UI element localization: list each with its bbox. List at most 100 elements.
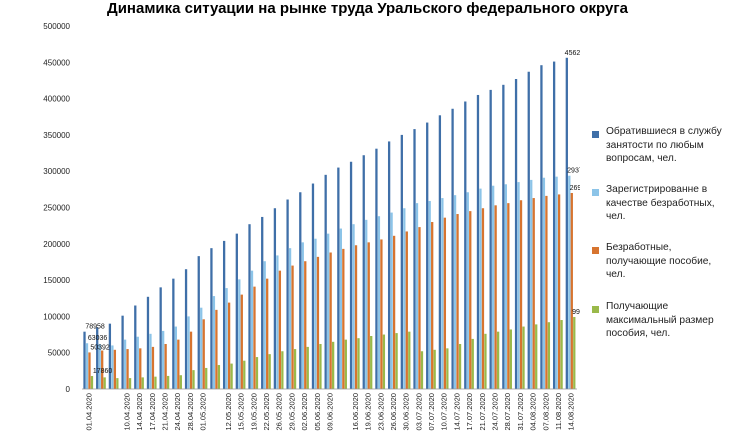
bar-series-0: [502, 84, 505, 389]
bar-series-2: [215, 309, 218, 389]
bar-series-2: [139, 348, 142, 389]
y-tick-label: 200000: [43, 240, 70, 249]
bar-series-1: [212, 296, 216, 389]
bar-series-2: [469, 211, 472, 389]
x-tick-label: 11.08.2020: [554, 393, 563, 430]
x-tick-label: 07.07.2020: [427, 393, 436, 431]
x-tick-label: 28.07.2020: [503, 393, 512, 431]
legend-label-benefit: Безработные, получающие пособие, чел.: [606, 242, 712, 280]
bar-series-3: [217, 365, 221, 389]
data-label: 17860: [93, 368, 113, 375]
bar-series-3: [484, 333, 487, 389]
bar-series-0: [552, 61, 556, 389]
bar-series-2: [557, 194, 561, 389]
x-tick-label: 01.04.2020: [84, 393, 93, 431]
bar-series-0: [172, 278, 175, 389]
bar-series-2: [367, 242, 370, 389]
x-tick-label: 07.08.2020: [541, 393, 550, 431]
bar-series-1: [263, 261, 266, 389]
y-axis-labels: 0 50000 100000 150000 200000 250000 300000 3500…: [43, 22, 70, 394]
bar-series-0: [108, 323, 112, 389]
bar-series-1: [530, 179, 533, 389]
bar-series-0: [286, 199, 289, 389]
bar-series-2: [456, 214, 459, 389]
x-tick-label: 30.06.2020: [402, 393, 411, 431]
bar-series-0: [273, 208, 277, 389]
x-tick-label: 03.07.2020: [414, 393, 423, 431]
data-label: 293795: [567, 168, 580, 175]
bar-series-2: [519, 200, 523, 389]
bar-series-0: [451, 108, 454, 389]
legend-label-registered: Зарегистрированне в качестве безработных…: [606, 184, 715, 222]
bar-series-2: [392, 235, 396, 389]
bar-series-1: [149, 333, 152, 389]
bar-series-2: [494, 205, 497, 389]
legend-label-max-benefit: Получающие максимальный размер пособия, …: [606, 301, 714, 339]
bar-series-1: [441, 198, 444, 389]
data-label: 99194: [572, 309, 580, 316]
bar-series-3: [192, 370, 195, 389]
bar-series-0: [337, 167, 340, 389]
bar-series-1: [403, 208, 406, 389]
bar-series-1: [365, 219, 368, 389]
x-tick-label: 14.07.2020: [452, 393, 461, 431]
bar-series-0: [349, 161, 353, 389]
bar-series-0: [83, 331, 86, 389]
bar-series-1: [200, 307, 203, 389]
x-tick-label: 26.06.2020: [389, 393, 398, 431]
bar-series-3: [306, 346, 309, 389]
bar-series-3: [509, 329, 512, 389]
bar-series-3: [319, 343, 322, 389]
x-tick-label: 16.06.2020: [351, 393, 360, 431]
x-tick-label: 21.04.2020: [161, 393, 170, 431]
bar-series-0: [362, 155, 365, 389]
bar-series-2: [88, 352, 91, 389]
data-label: 269991: [570, 185, 580, 192]
bar-series-1: [162, 330, 165, 389]
y-tick-label: 400000: [43, 95, 70, 104]
bar-series-0: [565, 57, 568, 389]
bar-series-3: [128, 378, 132, 389]
bar-series-2: [151, 346, 155, 389]
x-tick-label: 15.05.2020: [237, 393, 246, 431]
bar-series-0: [210, 248, 213, 389]
bar-series-1: [288, 248, 292, 389]
bar-series-1: [377, 216, 381, 389]
bar-series-2: [380, 239, 383, 389]
bar-series-3: [458, 343, 462, 389]
bar-series-3: [560, 320, 563, 389]
y-tick-label: 250000: [43, 204, 70, 213]
x-tick-label: 17.07.2020: [465, 393, 474, 431]
x-tick-label: 29.05.2020: [287, 393, 296, 431]
bar-series-2: [291, 265, 294, 389]
y-tick-label: 500000: [43, 22, 70, 31]
bar-series-3: [243, 360, 246, 389]
x-tick-label: 19.05.2020: [249, 393, 258, 431]
x-tick-label: 19.06.2020: [364, 393, 373, 431]
y-tick-label: 450000: [43, 58, 70, 67]
bar-series-2: [507, 203, 510, 389]
bar-series-2: [101, 350, 104, 389]
data-labels: 78958 63036 50392 17860 456227 293795 269991 99…: [85, 50, 580, 375]
bar-series-0: [387, 141, 391, 389]
bar-series-0: [400, 134, 403, 389]
bar-series-3: [141, 377, 144, 389]
bar-series-3: [496, 331, 500, 389]
bar-series-1: [238, 279, 241, 389]
bar-series-1: [517, 182, 520, 389]
bar-series-0: [299, 192, 302, 389]
bar-series-3: [166, 375, 170, 389]
bar-series-3: [154, 376, 157, 389]
x-tick-label: 10.04.2020: [122, 393, 131, 431]
bar-series-0: [438, 115, 442, 390]
bar-series-0: [476, 94, 480, 389]
x-tick-label: 23.06.2020: [376, 393, 385, 431]
data-label: 456227: [565, 50, 580, 57]
bar-series-0: [413, 129, 416, 389]
bar-series-2: [266, 278, 269, 389]
bar-series-2: [570, 192, 573, 389]
bar-series-1: [542, 177, 546, 389]
bar-series-2: [164, 343, 167, 389]
bar-series-2: [202, 319, 205, 389]
bar-series-3: [230, 363, 233, 389]
